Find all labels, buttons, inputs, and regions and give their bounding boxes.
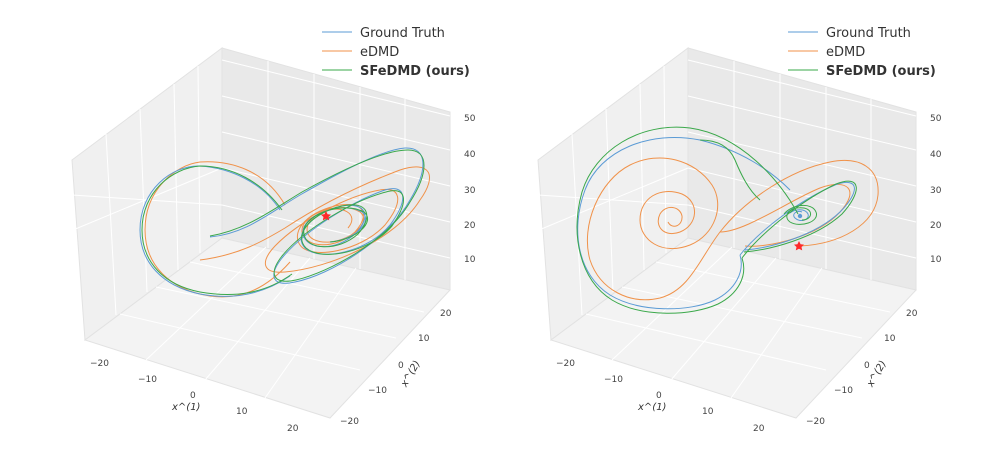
z-tick: 20 [930, 221, 942, 231]
y-tick: −20 [340, 417, 359, 427]
x-tick: 10 [236, 407, 248, 417]
legend-label-sfedmd: SFeDMD (ours) [360, 64, 470, 79]
x-tick: 20 [753, 424, 765, 434]
left-3d-plot: 10 20 30 40 50 −20 −10 0 10 20 x^(1) −20… [71, 26, 476, 434]
x-axis-label: x^(1) [637, 402, 666, 413]
x-tick: −10 [138, 375, 157, 385]
x-tick: 0 [656, 391, 662, 401]
y-tick-labels: −20 −10 0 10 20 [806, 309, 918, 427]
legend: Ground Truth eDMD SFeDMD (ours) [788, 26, 936, 79]
x-tick: −10 [604, 375, 623, 385]
z-tick: 20 [464, 221, 476, 231]
y-tick: 20 [440, 309, 452, 319]
y-tick: −10 [834, 386, 853, 396]
z-tick: 30 [930, 186, 942, 196]
y-tick: −10 [368, 386, 387, 396]
legend-label-sfedmd: SFeDMD (ours) [826, 64, 936, 79]
grid-lines [71, 59, 451, 399]
y-tick: 10 [418, 334, 430, 344]
sfedmd-trajectory [141, 149, 425, 296]
y-tick: 10 [884, 334, 896, 344]
x-tick: −20 [556, 359, 575, 369]
z-tick: 50 [930, 114, 942, 124]
z-tick: 40 [930, 150, 942, 160]
x-tick: −20 [90, 359, 109, 369]
initial-point-star [794, 241, 804, 251]
x-tick: 10 [702, 407, 714, 417]
x-tick-labels: −20 −10 0 10 20 [556, 359, 765, 434]
legend-label-edmd: eDMD [826, 45, 865, 60]
x-tick: 20 [287, 424, 299, 434]
x-tick: 0 [190, 391, 196, 401]
z-tick: 40 [464, 150, 476, 160]
y-tick: 0 [864, 361, 870, 371]
z-tick: 10 [464, 255, 476, 265]
y-tick-labels: −20 −10 0 10 20 [340, 309, 452, 427]
x-axis-label: x^(1) [171, 402, 200, 413]
y-tick: 20 [906, 309, 918, 319]
legend-label-ground-truth: Ground Truth [360, 26, 445, 41]
right-3d-plot: 10 20 30 40 50 −20 −10 0 10 20 x^(1) −20… [537, 26, 942, 434]
legend: Ground Truth eDMD SFeDMD (ours) [322, 26, 470, 79]
z-tick-labels: 10 20 30 40 50 [930, 114, 942, 265]
floor-pane [83, 237, 451, 419]
z-tick-labels: 10 20 30 40 50 [464, 114, 476, 265]
y-tick: −20 [806, 417, 825, 427]
endpoint-dot [797, 213, 803, 219]
z-tick: 10 [930, 255, 942, 265]
legend-label-edmd: eDMD [360, 45, 399, 60]
legend-label-ground-truth: Ground Truth [826, 26, 911, 41]
sfedmd-trajectory [576, 126, 857, 314]
x-tick-labels: −20 −10 0 10 20 [90, 359, 299, 434]
z-tick: 30 [464, 186, 476, 196]
y-tick: 0 [398, 361, 404, 371]
z-tick: 50 [464, 114, 476, 124]
initial-point-star [321, 211, 331, 221]
floor-pane [549, 237, 917, 419]
